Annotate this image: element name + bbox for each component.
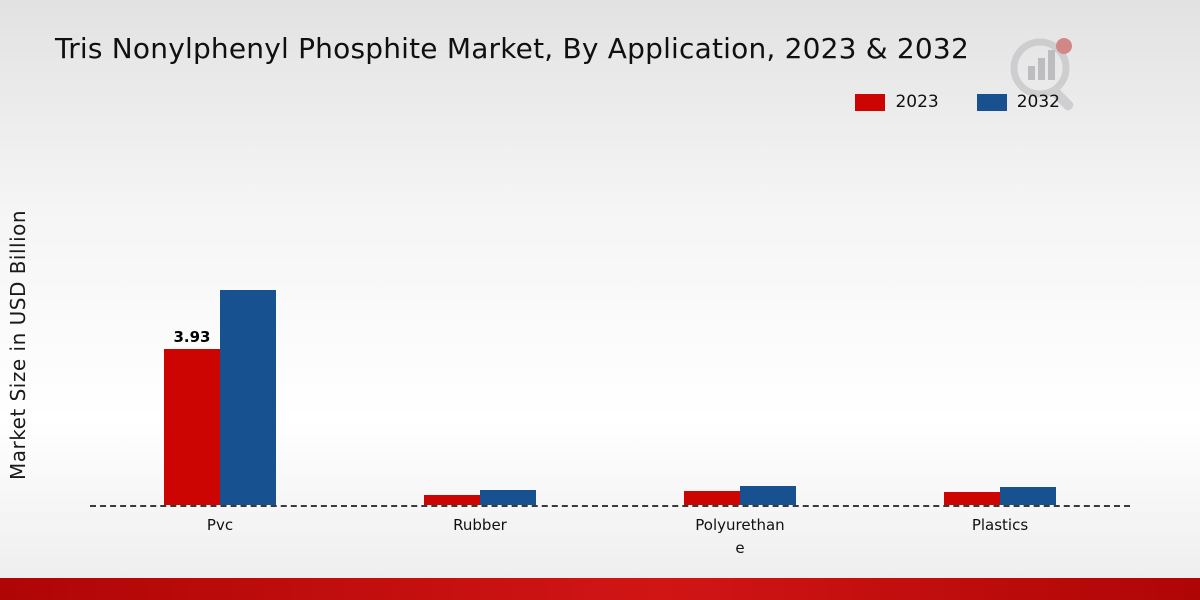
category-label-pvc: Pvc <box>206 516 234 534</box>
bars-plastics <box>944 487 1056 505</box>
bar-wrap: 3.93 <box>164 328 220 505</box>
footer-bar <box>0 578 1200 600</box>
bar-wrap <box>740 486 796 505</box>
watermark-logo <box>1010 38 1074 111</box>
legend-label-2032: 2032 <box>1016 92 1060 112</box>
bar-2032-polyurethane <box>740 486 796 505</box>
page-title: Tris Nonylphenyl Phosphite Market, By Ap… <box>55 32 969 65</box>
y-axis-label: Market Size in USD Billion <box>6 209 30 481</box>
bar-wrap <box>944 492 1000 505</box>
bar-group-plastics: Plastics <box>944 150 1056 534</box>
bar-wrap <box>424 495 480 505</box>
bar-2023-plastics <box>944 492 1000 505</box>
bar-2032-plastics <box>1000 487 1056 505</box>
bar-2032-pvc <box>220 290 276 505</box>
bar-2023-rubber <box>424 495 480 505</box>
bars-polyurethane <box>684 486 796 505</box>
bar-2032-rubber <box>480 490 536 505</box>
category-label-rubber: Rubber <box>453 516 507 534</box>
bars-rubber <box>424 490 536 505</box>
legend-label-2023: 2023 <box>895 92 939 112</box>
bar-2023-pvc <box>164 349 220 505</box>
category-label-polyurethane: Polyurethane <box>695 516 785 557</box>
legend: 2023 2032 <box>855 92 1060 112</box>
plot-area: 3.93 Pvc Rubber Polyurethane Plastics <box>90 150 1130 557</box>
legend-item-2032: 2032 <box>976 92 1060 112</box>
category-label-plastics: Plastics <box>971 516 1029 534</box>
bar-wrap <box>480 490 536 505</box>
bar-group-rubber: Rubber <box>424 150 536 534</box>
bar-group-polyurethane: Polyurethane <box>684 150 796 557</box>
bar-group-pvc: 3.93 Pvc <box>164 150 276 534</box>
bar-wrap <box>1000 487 1056 505</box>
legend-swatch-2032 <box>976 93 1007 111</box>
bar-wrap <box>220 290 276 505</box>
bar-2023-polyurethane <box>684 491 740 505</box>
legend-item-2023: 2023 <box>855 92 939 112</box>
bars-pvc: 3.93 <box>164 290 276 505</box>
bar-value-label: 3.93 <box>173 328 211 346</box>
bar-wrap <box>684 491 740 505</box>
legend-swatch-2023 <box>855 93 886 111</box>
